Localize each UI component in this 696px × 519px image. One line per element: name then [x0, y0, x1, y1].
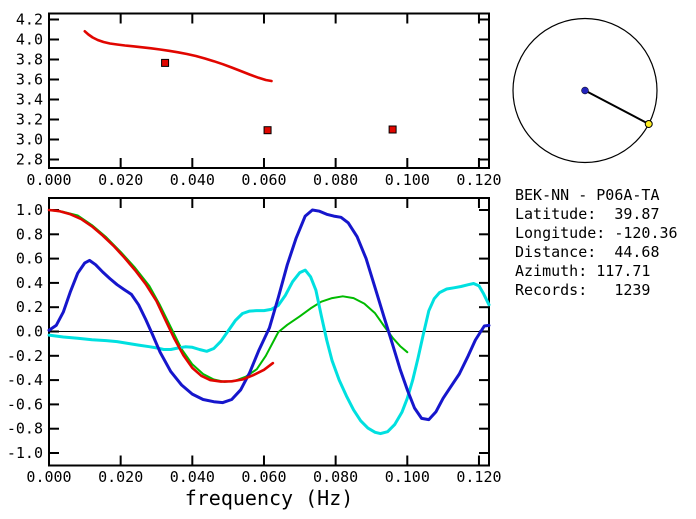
y-tick-label: 3.0 — [16, 131, 43, 149]
y-tick-label: 3.8 — [16, 51, 43, 69]
x-tick-label: 0.060 — [241, 171, 286, 189]
plot-frame — [48, 12, 490, 169]
y-tick-label: -0.8 — [7, 420, 43, 438]
station-info-block: BEK-NN - P06A-TA Latitude: 39.87 Longitu… — [515, 186, 678, 300]
azimuth-station-dot — [644, 119, 653, 128]
x-tick-label: 0.040 — [170, 171, 215, 189]
info-line-azimuth: Azimuth: 117.71 — [515, 262, 651, 280]
x-tick-label: 0.060 — [241, 468, 286, 486]
dispersion-plot: 0.000 0.020 0.040 0.060 0.080 0.100 0.120 4.2 4.… — [16, 11, 502, 190]
x-tick-label: 0.000 — [26, 171, 71, 189]
data-point-marker — [388, 125, 397, 134]
x-tick-label: 0.020 — [98, 171, 143, 189]
y-tick-label: -0.4 — [7, 371, 43, 389]
y-tick-label: 3.6 — [16, 71, 43, 89]
y-tick-label: -1.0 — [7, 444, 43, 462]
curve-cyan — [47, 268, 491, 436]
y-tick-label: 3.2 — [16, 111, 43, 129]
x-tick-label: 0.020 — [98, 468, 143, 486]
info-line-latitude: Latitude: 39.87 — [515, 205, 660, 223]
y-tick-label: 1.0 — [16, 201, 43, 219]
y-tick-label: -0.6 — [7, 395, 43, 413]
y-tick-label: 0.0 — [16, 323, 43, 341]
y-tick-label: 0.6 — [16, 250, 43, 268]
azimuth-circle — [512, 17, 658, 164]
center-station-dot — [581, 86, 589, 95]
data-point-marker — [263, 126, 272, 135]
curve-blue — [47, 208, 491, 422]
info-line-longitude: Longitude: -120.36 — [515, 224, 678, 242]
x-tick-label: 0.120 — [456, 171, 501, 189]
data-point-marker — [161, 58, 170, 67]
x-tick-label: 0.000 — [26, 468, 71, 486]
y-tick-label: 0.8 — [16, 225, 43, 243]
info-line-records: Records: 1239 — [515, 281, 651, 299]
x-tick-label: 0.100 — [385, 171, 430, 189]
x-tick-label: 0.080 — [313, 171, 358, 189]
station-pair-title: BEK-NN - P06A-TA — [515, 186, 660, 204]
y-tick-label: -0.2 — [7, 347, 43, 365]
info-line-distance: Distance: 44.68 — [515, 243, 660, 261]
azimuth-line — [584, 89, 650, 125]
azimuth-circle-plot — [512, 17, 658, 164]
kernel-plot: 0.000 0.020 0.040 0.060 0.080 0.100 0.120 1.0 0.… — [7, 197, 502, 486]
x-tick-label: 0.100 — [385, 468, 430, 486]
y-tick-label: 0.2 — [16, 298, 43, 316]
y-tick-label: 4.2 — [16, 11, 43, 29]
curve-red — [47, 208, 275, 383]
x-tick-label: 0.120 — [456, 468, 501, 486]
x-tick-label: 0.080 — [313, 468, 358, 486]
x-axis-title: frequency (Hz) — [184, 486, 354, 510]
y-tick-label: 3.4 — [16, 91, 43, 109]
y-tick-label: 4.0 — [16, 31, 43, 49]
x-tick-label: 0.040 — [170, 468, 215, 486]
dispersion-curve — [83, 29, 273, 83]
y-tick-label: 2.8 — [16, 151, 43, 169]
y-tick-label: 0.4 — [16, 274, 43, 292]
